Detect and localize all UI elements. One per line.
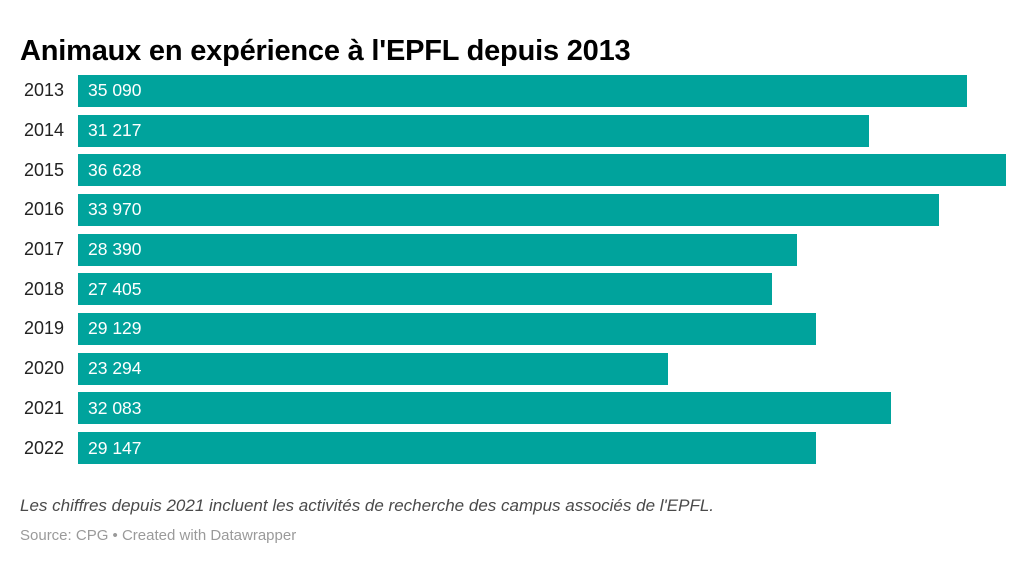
bar-chart: 2013 35 090 2014 31 217 2015 36 628 (0, 71, 1024, 468)
year-label: 2020 (23, 358, 64, 379)
footer-note: Les chiffres depuis 2021 incluent les ac… (20, 496, 715, 515)
bar-track: 23 294 (78, 352, 1006, 385)
chart-row: 2022 29 147 (0, 428, 1024, 468)
bar-track: 29 129 (78, 312, 1006, 345)
bar: 29 129 (78, 312, 816, 345)
bar: 32 083 (78, 392, 891, 425)
bar: 33 970 (78, 193, 939, 226)
value-label: 31 217 (88, 120, 142, 141)
bar-track: 32 083 (78, 392, 1006, 425)
year-label: 2016 (23, 199, 64, 220)
bar-track: 27 405 (78, 273, 1006, 306)
chart-row: 2021 32 083 (0, 389, 1024, 429)
year-label: 2014 (23, 120, 64, 141)
footer-source: Source: CPG • Created with Datawrapper (20, 527, 297, 544)
chart-row: 2018 27 405 (0, 269, 1024, 309)
year-label: 2015 (23, 159, 64, 180)
year-label: 2019 (23, 318, 64, 339)
chart-row: 2015 36 628 (0, 150, 1024, 190)
bar: 28 390 (78, 233, 798, 266)
chart-footer: Les chiffres depuis 2021 incluent les ac… (20, 496, 1004, 544)
value-label: 33 970 (88, 199, 142, 220)
value-label: 28 390 (88, 239, 142, 260)
chart-row: 2019 29 129 (0, 309, 1024, 349)
value-label: 29 129 (88, 318, 142, 339)
bar: 23 294 (78, 352, 669, 385)
bar-track: 33 970 (78, 193, 1006, 226)
bar: 27 405 (78, 273, 773, 306)
chart-row: 2016 33 970 (0, 190, 1024, 230)
value-label: 32 083 (88, 397, 142, 418)
value-label: 36 628 (88, 159, 142, 180)
chart-row: 2013 35 090 (0, 71, 1024, 111)
year-label: 2013 (23, 80, 64, 101)
bar: 36 628 (78, 154, 1006, 187)
value-label: 23 294 (88, 358, 142, 379)
year-label: 2021 (23, 397, 64, 418)
bar-track: 31 217 (78, 114, 1006, 147)
chart-row: 2014 31 217 (0, 111, 1024, 151)
bar-track: 35 090 (78, 74, 1006, 107)
year-label: 2017 (23, 239, 64, 260)
year-label: 2022 (23, 437, 64, 458)
chart-title: Animaux en expérience à l'EPFL depuis 20… (20, 35, 631, 68)
chart-row: 2020 23 294 (0, 349, 1024, 389)
bar-track: 29 147 (78, 432, 1006, 465)
bar-track: 36 628 (78, 154, 1006, 187)
bar-track: 28 390 (78, 233, 1006, 266)
value-label: 29 147 (88, 437, 142, 458)
bar: 31 217 (78, 114, 869, 147)
bar: 35 090 (78, 74, 968, 107)
bar: 29 147 (78, 432, 817, 465)
chart-row: 2017 28 390 (0, 230, 1024, 270)
value-label: 35 090 (88, 80, 142, 101)
year-label: 2018 (23, 278, 64, 299)
value-label: 27 405 (88, 278, 142, 299)
